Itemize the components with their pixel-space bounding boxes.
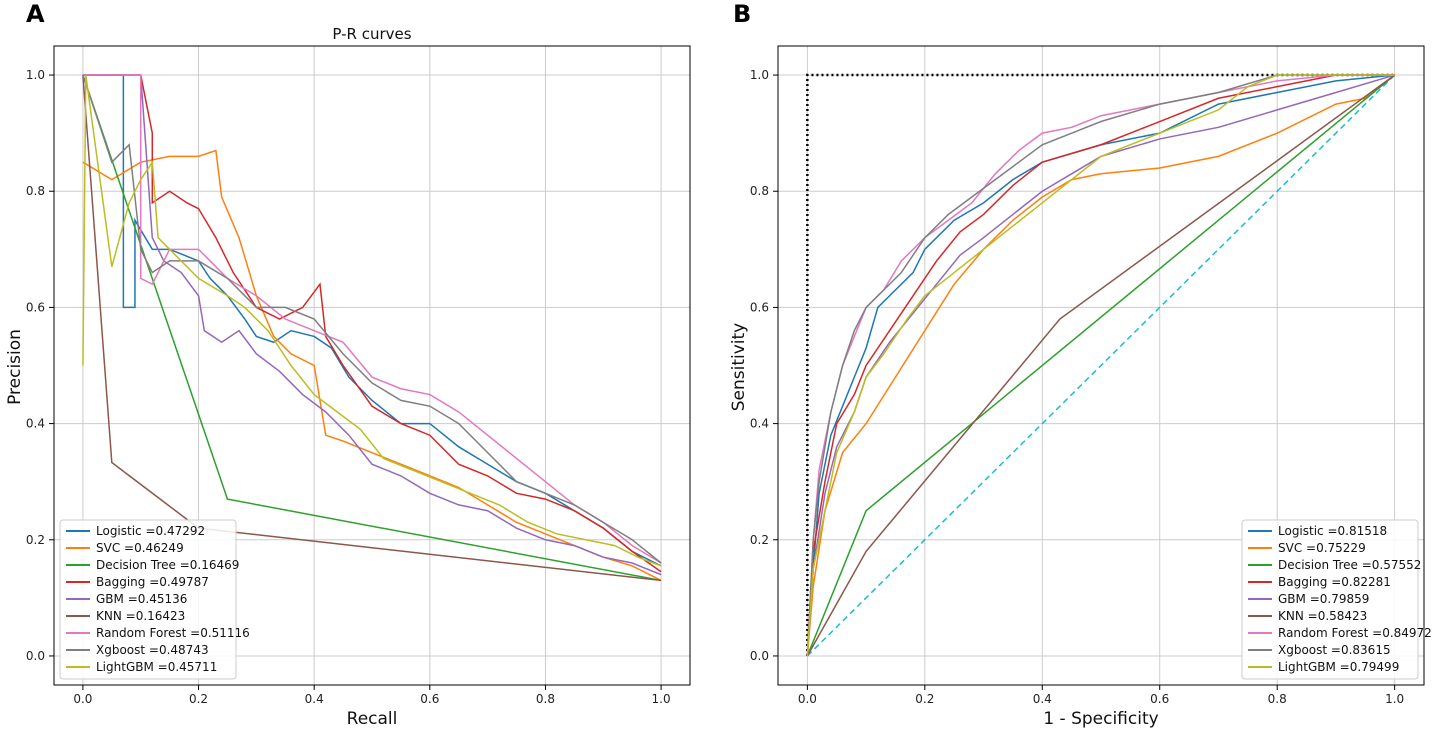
panel-b-legend-label: SVC =0.75229 xyxy=(1278,541,1366,555)
panel-b-xtick-label: 1.0 xyxy=(1385,692,1404,706)
panel-a-title: P-R curves xyxy=(332,25,411,43)
panel-a-curve-bagging xyxy=(82,74,662,573)
panel-a-xtick-label: 0.0 xyxy=(73,692,92,706)
panel-b-curve-lightgbm xyxy=(806,74,1395,657)
panel-a-curve-gbm xyxy=(82,74,662,576)
panel-a-xtick-label: 0.6 xyxy=(420,692,439,706)
panel-a-legend-label: Random Forest =0.51116 xyxy=(96,626,250,640)
panel-b-xtick-label: 0.0 xyxy=(798,692,817,706)
panel-a-xtick-label: 0.4 xyxy=(305,692,324,706)
panel-a-legend-label: Xgboost =0.48743 xyxy=(96,643,209,657)
panel-b-ytick-label: 0.4 xyxy=(750,417,769,431)
panel-a-curve-knn xyxy=(82,74,662,582)
panel-b-xtick-label: 0.2 xyxy=(915,692,934,706)
panel-a-ytick-label: 0.2 xyxy=(26,533,45,547)
panel-b-curve-decision-tree xyxy=(806,74,1396,657)
panel-a-xtick-label: 0.8 xyxy=(536,692,555,706)
panel-b-chance-diagonal-line xyxy=(806,74,1396,657)
panel-b-legend-box xyxy=(1241,519,1419,680)
panel-b-legend-label: Random Forest =0.84972 xyxy=(1278,626,1432,640)
panel-b-perfect-classifier-line xyxy=(806,73,1395,656)
panel-a-curve-xgboost xyxy=(82,74,662,564)
panel-a-legend-label: GBM =0.45136 xyxy=(96,592,187,606)
panel-b-xtick-label: 0.6 xyxy=(1150,692,1169,706)
panel-b-legend-label: LightGBM =0.79499 xyxy=(1278,660,1399,674)
panel-a-legend-label: Decision Tree =0.16469 xyxy=(96,558,239,572)
panel-a-xlabel: Recall xyxy=(347,709,398,729)
panel-a-letter: A xyxy=(26,0,45,28)
panel-b-legend-label: Logistic =0.81518 xyxy=(1278,524,1387,538)
panel-b-letter: B xyxy=(733,0,751,28)
panel-b-legend-label: KNN =0.58423 xyxy=(1278,609,1367,623)
panel-b-ytick-label: 0.8 xyxy=(750,184,769,198)
panel-a-plot: 0.0 0.2 0.4 0.6 0.8 1.0 0.0 0.2 0.4 0.6 0.8 1.0 Logi… xyxy=(26,45,691,706)
panel-a-legend-label: SVC =0.46249 xyxy=(96,541,184,555)
panel-b-curve-svc xyxy=(806,74,1396,657)
panel-a-legend: Logistic =0.47292 SVC =0.46249 Decision Tr… xyxy=(59,519,250,680)
panel-a-xtick-label: 1.0 xyxy=(652,692,671,706)
panel-a-curve-lightgbm xyxy=(82,74,662,567)
panel-b-curve-bagging xyxy=(806,74,1395,656)
panel-a-legend-label: KNN =0.16423 xyxy=(96,609,185,623)
panel-a-legend-box xyxy=(59,519,237,680)
panel-b-ytick-label: 0.2 xyxy=(750,533,769,547)
panel-a-legend-label: Logistic =0.47292 xyxy=(96,524,205,538)
panel-a-legend-label: LightGBM =0.45711 xyxy=(96,660,217,674)
panel-a-curve-decision-tree xyxy=(82,74,662,582)
panel-a-ytick-label: 1.0 xyxy=(26,68,45,82)
panel-b-legend-label: Bagging =0.82281 xyxy=(1278,575,1391,589)
panel-a-ytick-label: 0.4 xyxy=(26,417,45,431)
panel-a-xtick-label: 0.2 xyxy=(189,692,208,706)
panel-a-axes-frame xyxy=(53,45,691,686)
panel-b-ytick-label: 1.0 xyxy=(750,68,769,82)
panel-b-legend-label: Xgboost =0.83615 xyxy=(1278,643,1391,657)
panel-b-curve-logistic xyxy=(806,74,1395,657)
panel-b-legend: Logistic =0.81518 SVC =0.75229 Decision Tr… xyxy=(1241,519,1432,680)
panel-b-curve-xgboost xyxy=(806,74,1395,656)
panel-a-ylabel: Precision xyxy=(5,329,25,405)
panel-b-ytick-label: 0.0 xyxy=(750,649,769,663)
panel-b-xlabel: 1 - Specificity xyxy=(1043,709,1158,729)
panel-a-ytick-label: 0.8 xyxy=(26,184,45,198)
panel-b-ytick-label: 0.6 xyxy=(750,300,769,314)
panel-b-curve-gbm xyxy=(806,74,1395,657)
panel-b-xtick-label: 0.8 xyxy=(1268,692,1287,706)
panel-b-curve-knn xyxy=(806,74,1396,657)
panel-a-ytick-label: 0.6 xyxy=(26,300,45,314)
panel-a-ytick-label: 0.0 xyxy=(26,649,45,663)
panel-b-legend-label: GBM =0.79859 xyxy=(1278,592,1369,606)
panel-b-plot: 0.0 0.2 0.4 0.6 0.8 1.0 0.0 0.2 0.4 0.6 0.8 1.0 Logi… xyxy=(750,45,1432,706)
panel-b-xtick-label: 0.4 xyxy=(1033,692,1052,706)
panel-b-legend-label: Decision Tree =0.57552 xyxy=(1278,558,1421,572)
panel-a-curve-svc xyxy=(82,149,662,582)
panel-a-legend-label: Bagging =0.49787 xyxy=(96,575,209,589)
panel-b-ylabel: Sensitivity xyxy=(729,323,749,412)
panel-b-axes-frame xyxy=(777,45,1425,686)
